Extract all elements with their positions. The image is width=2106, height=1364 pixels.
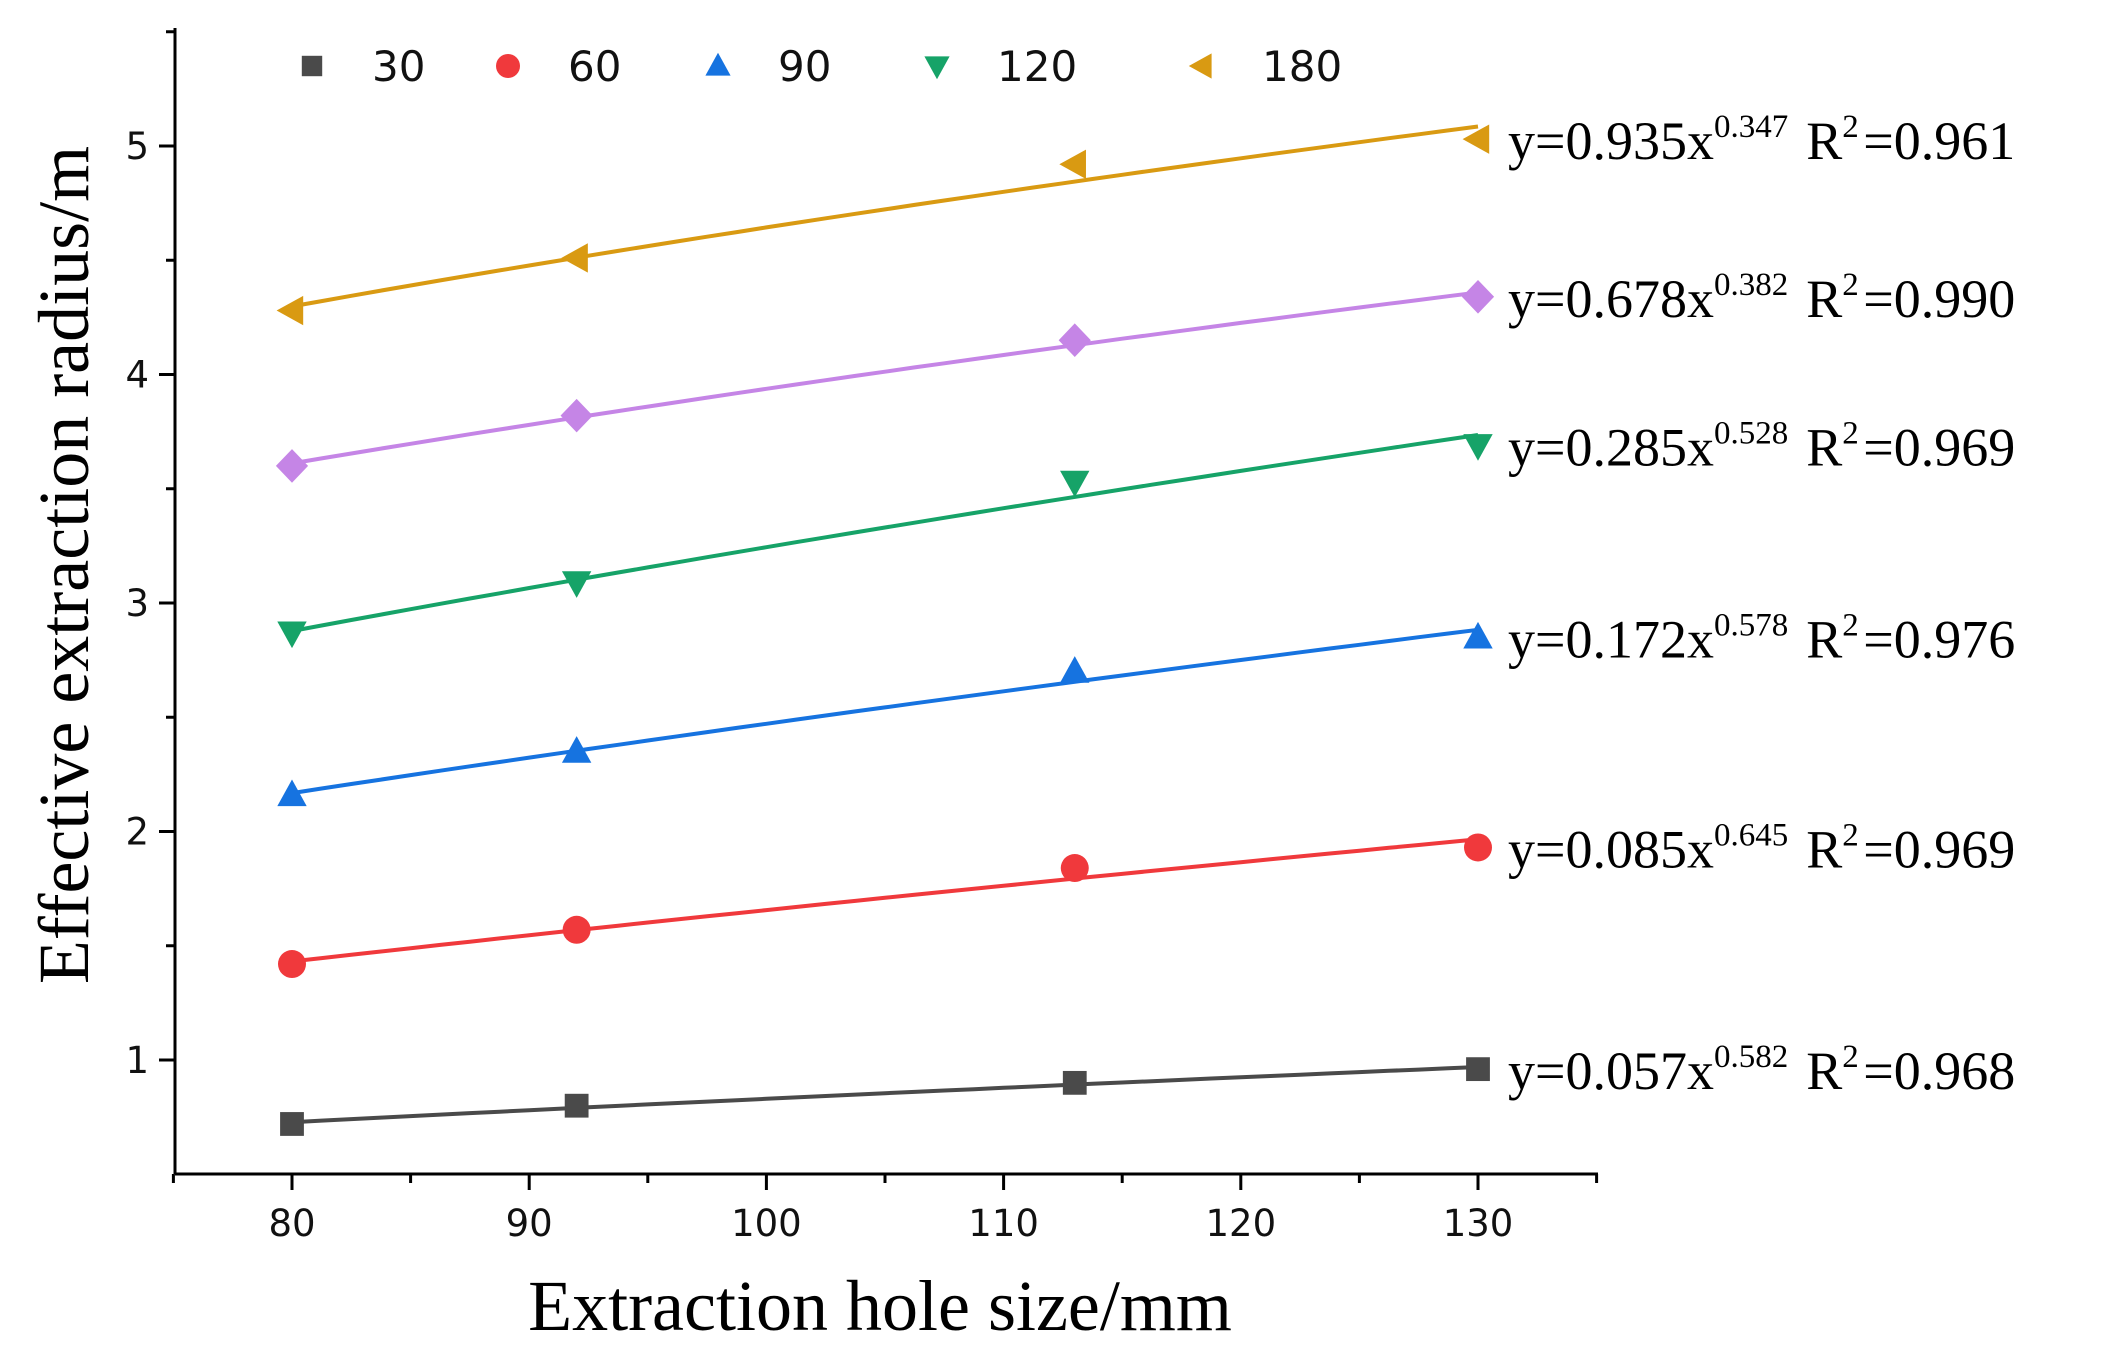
data-point [1463, 434, 1493, 461]
y-tick-label: 5 [125, 125, 149, 168]
data-point [1466, 1057, 1490, 1082]
data-point [562, 915, 591, 944]
fit-equation: y=0.678x0.382 R2 =0.990 [1508, 267, 2015, 329]
data-point [561, 571, 592, 598]
fit-equation: y=0.285x0.528 R2 =0.969 [1508, 415, 2015, 477]
plot-area: 80 90 100 110 120 130 1 2 3 4 5 y=0.057x0.582 R2 =0… [125, 28, 2015, 1245]
legend-marker [1188, 53, 1212, 79]
y-tick-label: 1 [125, 1039, 149, 1082]
data-point [280, 1112, 304, 1136]
data-point [561, 736, 592, 763]
data-point [275, 449, 309, 483]
legend-label: 180 [1262, 42, 1342, 91]
legend-marker [301, 55, 323, 77]
data-point [277, 621, 307, 649]
data-point [1462, 124, 1490, 154]
legend-marker [496, 54, 520, 78]
fit-line [291, 627, 1479, 796]
fit-equation: y=0.935x0.347 R2 =0.961 [1508, 109, 2015, 171]
data-point [1060, 470, 1090, 498]
data-point [277, 779, 307, 807]
fit-equation: y=0.172x0.578 R2 =0.976 [1508, 607, 2015, 669]
fit-equation: y=0.085x0.645 R2 =0.969 [1508, 817, 2015, 879]
x-tick-label: 100 [731, 1202, 802, 1245]
fit-line [291, 837, 1479, 964]
legend-marker [924, 56, 950, 80]
fit-line [291, 433, 1479, 633]
legend-label: 60 [568, 42, 621, 91]
data-point [1464, 833, 1492, 862]
data-point [276, 295, 304, 326]
x-tick-label: 130 [1443, 1202, 1514, 1245]
fit-line [291, 124, 1479, 309]
data-point [564, 1093, 589, 1118]
legend-label: 90 [778, 42, 831, 91]
data-point [561, 243, 588, 273]
fit-equation: y=0.057x0.582 R2 =0.968 [1508, 1039, 2015, 1101]
x-axis-title: Extraction hole size/mm [528, 1266, 1232, 1346]
data-point [560, 398, 593, 433]
fit-line [291, 1065, 1479, 1125]
data-point [1058, 323, 1091, 358]
data-point [1461, 280, 1495, 314]
fit-line [291, 290, 1479, 466]
x-tick-label: 80 [268, 1202, 315, 1245]
y-tick-label: 4 [125, 354, 149, 397]
data-point [1059, 149, 1086, 179]
y-tick-label: 3 [125, 582, 149, 625]
data-point [1060, 656, 1090, 683]
legend-label: 30 [372, 42, 425, 91]
data-point [278, 950, 306, 979]
x-tick-label: 120 [1205, 1202, 1276, 1245]
legend-marker [705, 52, 731, 76]
data-point [1062, 1070, 1087, 1095]
legend-label: 120 [997, 42, 1077, 91]
data-point [1060, 854, 1089, 883]
y-tick-label: 2 [125, 811, 149, 854]
y-axis-title: Effective extraction radius/m [24, 146, 104, 984]
data-point [1463, 621, 1493, 649]
x-tick-label: 90 [506, 1202, 553, 1245]
x-tick-label: 110 [968, 1202, 1039, 1245]
